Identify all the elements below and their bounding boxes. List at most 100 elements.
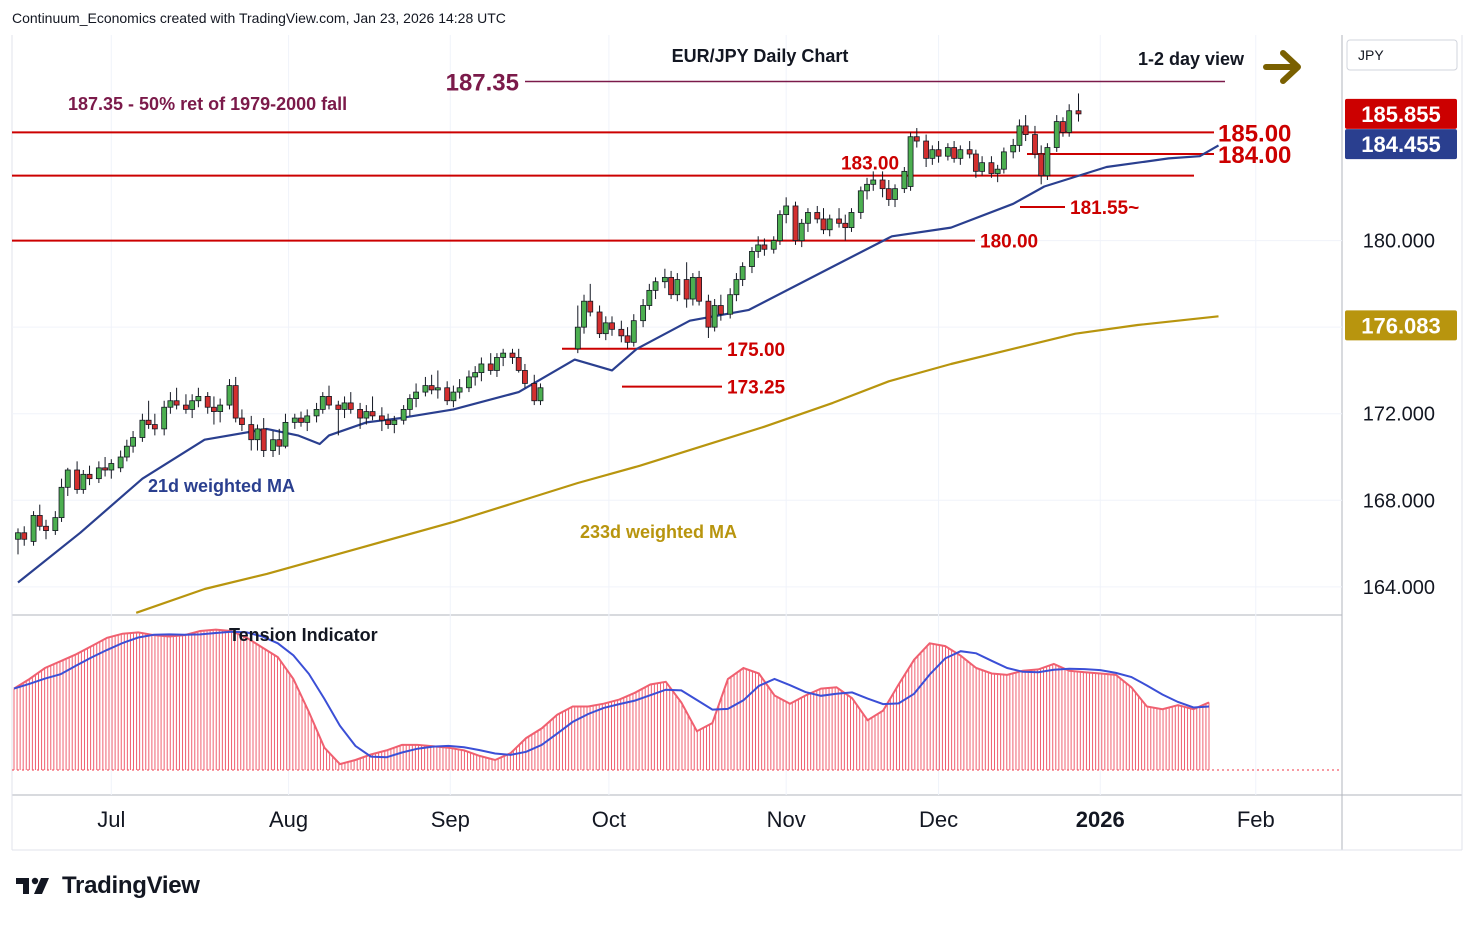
candle-body <box>282 421 289 447</box>
candle <box>783 197 790 224</box>
candle <box>276 428 283 455</box>
candle-body <box>979 162 985 172</box>
candle-body <box>609 322 615 330</box>
candle <box>52 511 59 535</box>
candle <box>282 413 289 449</box>
candle-body <box>972 153 979 172</box>
candle <box>391 415 398 434</box>
candle-body <box>783 205 790 216</box>
tension-indicator-pane <box>12 628 1342 771</box>
candle <box>1010 138 1017 159</box>
candle <box>189 394 196 419</box>
candle-body <box>640 305 647 322</box>
candle <box>1000 147 1007 174</box>
candle <box>298 411 304 427</box>
candle <box>400 405 407 425</box>
candle-body <box>587 300 594 313</box>
candle-body <box>913 136 920 142</box>
candle-body <box>1032 134 1038 155</box>
candle <box>123 439 130 462</box>
currency-label: JPY <box>1358 47 1384 63</box>
currency-selector[interactable]: JPY <box>1346 39 1458 71</box>
candle-body <box>581 300 587 328</box>
candle-body <box>319 396 326 410</box>
candle-body <box>130 437 136 447</box>
candle-body <box>537 387 544 402</box>
level-label: 183.00 <box>841 154 899 175</box>
candle-body <box>879 179 886 190</box>
candle-body <box>58 486 65 519</box>
candle-body <box>117 456 124 469</box>
candle-body <box>341 402 348 410</box>
candle-body <box>123 445 130 458</box>
candle <box>270 431 276 458</box>
candle <box>957 145 964 165</box>
x-tick-label: Oct <box>592 807 626 832</box>
candle-body <box>276 439 283 447</box>
candle <box>102 457 108 477</box>
price-label-box <box>1345 98 1457 129</box>
candle <box>80 470 87 494</box>
candle-body <box>217 404 224 412</box>
candle-body <box>413 391 419 399</box>
candle-body <box>923 140 930 159</box>
candle <box>836 208 842 228</box>
candle-body <box>683 279 690 300</box>
candle-body <box>304 415 311 423</box>
candle-body <box>892 188 898 200</box>
candle-body <box>951 147 958 159</box>
candle-body <box>363 411 370 419</box>
candle <box>167 392 174 414</box>
candle-body <box>689 276 696 300</box>
tradingview-brand-text: TradingView <box>62 872 200 899</box>
candle <box>944 143 951 161</box>
candle-body <box>1038 153 1045 177</box>
candle-body <box>668 276 674 296</box>
x-tick-label: 2026 <box>1076 807 1125 832</box>
candle-body <box>335 404 342 410</box>
x-tick-label: Aug <box>269 807 308 832</box>
candle-body <box>711 305 718 328</box>
candle-body <box>444 387 451 402</box>
candle <box>183 394 189 414</box>
candle <box>74 461 80 494</box>
price-label-box <box>1345 129 1457 160</box>
candle-body <box>705 300 712 328</box>
candle-body <box>727 294 734 315</box>
candle <box>291 413 298 429</box>
candle-body <box>434 387 441 391</box>
candle-body <box>400 409 407 421</box>
candle-body <box>151 424 158 430</box>
candle-body <box>232 385 239 419</box>
candle-body <box>422 385 429 393</box>
candle <box>581 294 587 334</box>
candle-body <box>661 276 668 283</box>
candle <box>500 348 507 367</box>
candle <box>777 210 783 245</box>
candle <box>487 353 494 375</box>
chart-title: EUR/JPY Daily Chart <box>672 46 849 66</box>
candle <box>907 132 914 191</box>
candle <box>1066 104 1073 137</box>
candle-body <box>1000 151 1007 170</box>
candle <box>739 262 746 287</box>
candle-body <box>885 188 892 200</box>
candle <box>478 357 485 382</box>
candle-body <box>935 149 942 157</box>
candle <box>363 405 370 425</box>
candle <box>341 396 348 419</box>
candle <box>1060 117 1066 137</box>
candle-body <box>161 406 168 430</box>
candle-body <box>347 402 354 410</box>
candle <box>972 149 979 178</box>
tradingview-logo[interactable]: TradingView <box>14 872 200 900</box>
candle <box>805 208 811 232</box>
level-label: 180.00 <box>980 232 1038 253</box>
level-label: 184.00 <box>1218 142 1291 169</box>
candle <box>640 299 647 328</box>
candle-body <box>30 515 37 542</box>
candle <box>494 353 500 377</box>
candle <box>683 262 690 308</box>
candle-body <box>1010 144 1017 153</box>
